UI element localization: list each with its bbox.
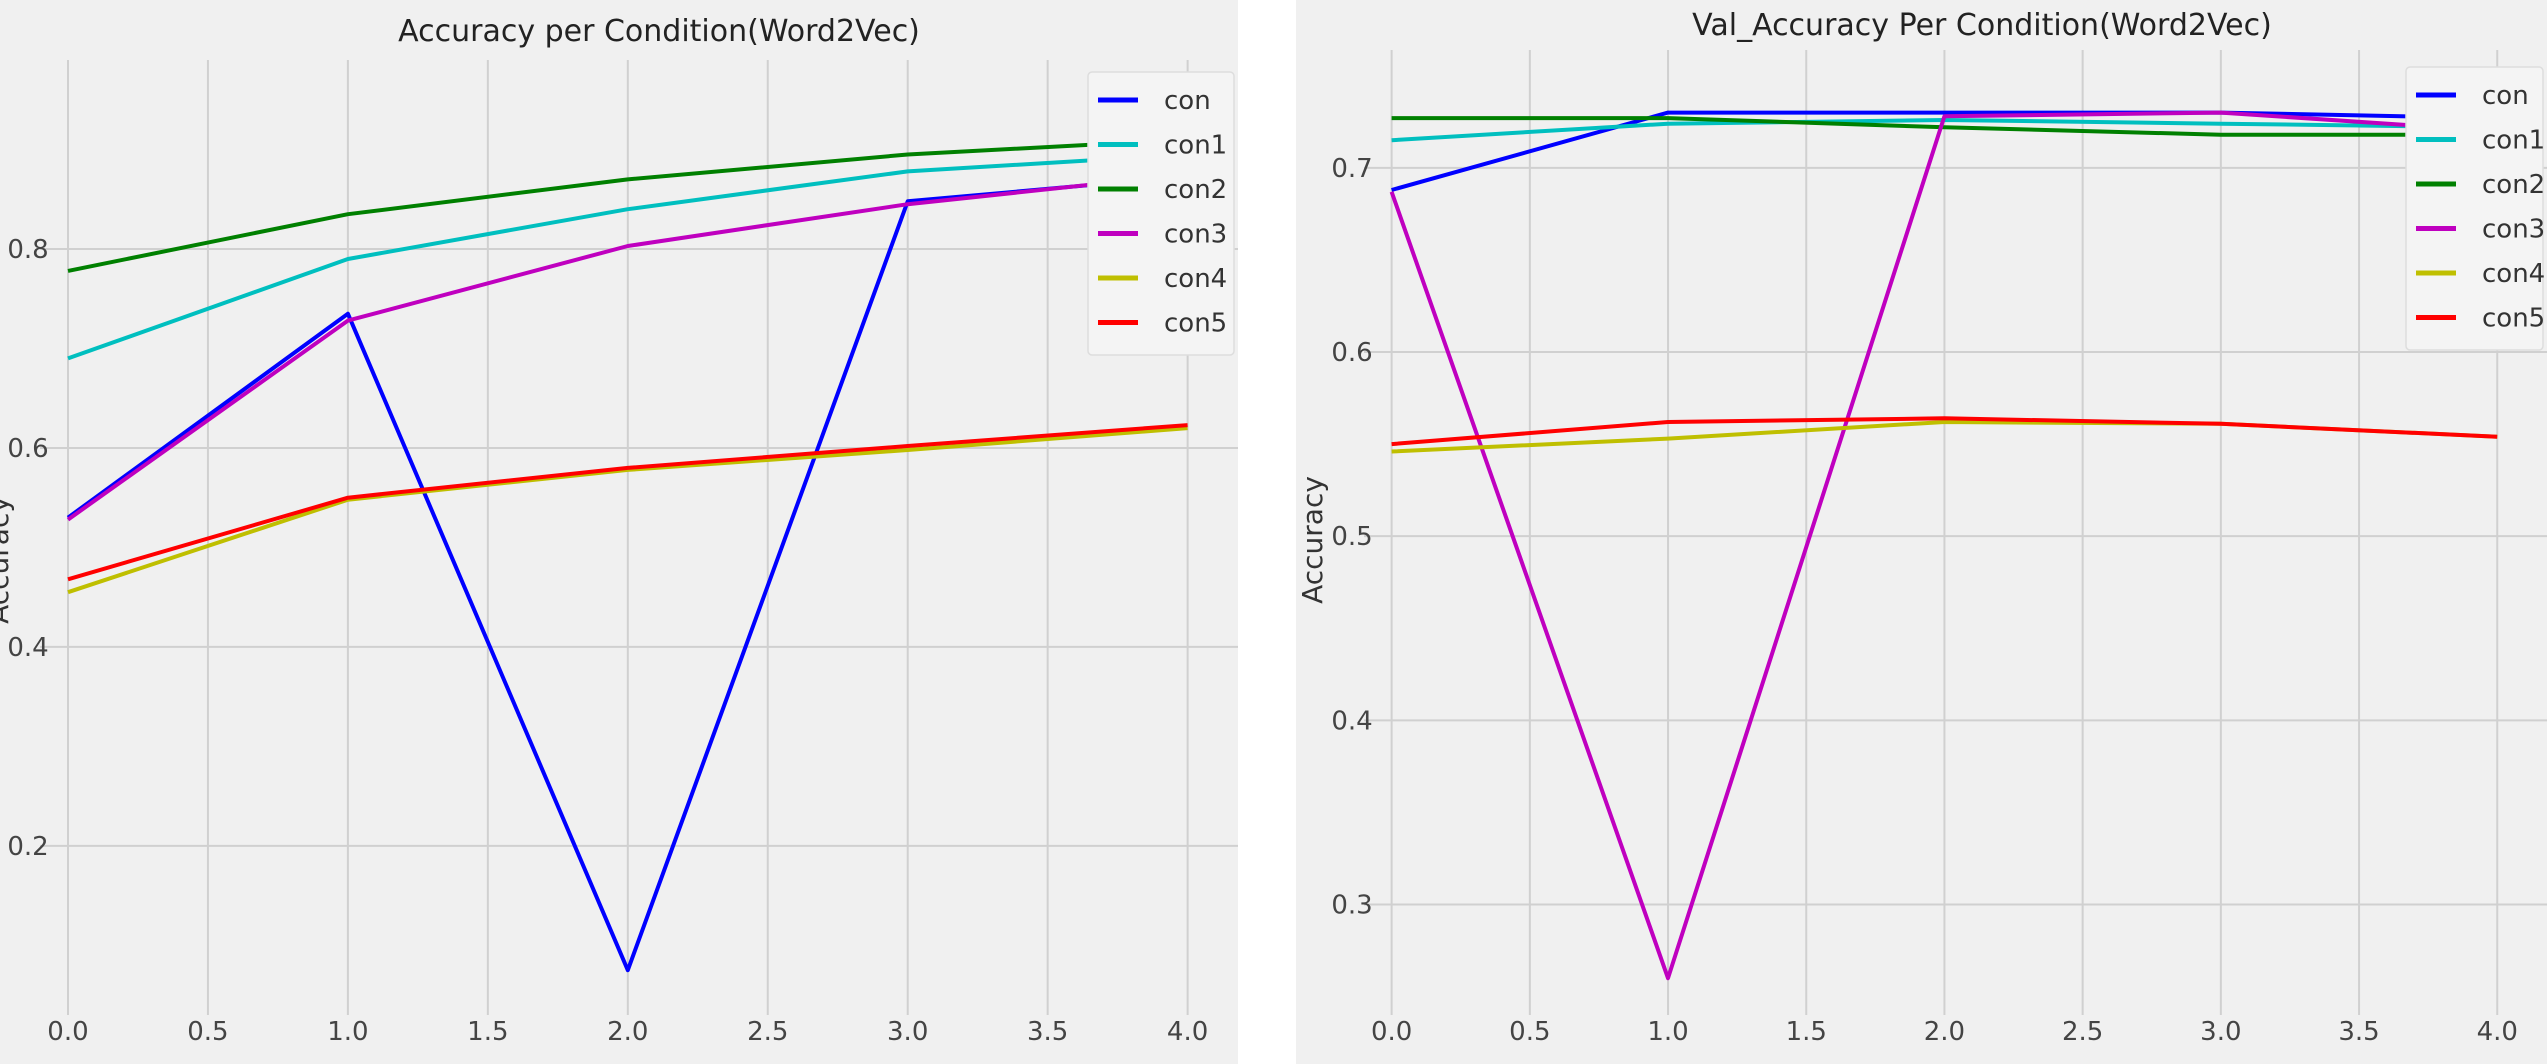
- x-tick-label: 0.5: [1509, 1017, 1550, 1047]
- x-tick-label: 0.0: [47, 1017, 88, 1047]
- series-line-con1: [67, 152, 1188, 361]
- legend-label: con4: [2482, 259, 2545, 289]
- legend-label: con: [1164, 86, 1211, 116]
- series-lines: [66, 137, 1188, 973]
- series-line-con: [1391, 110, 2498, 192]
- plot-background: [1296, 0, 2547, 1064]
- y-tick-labels: 0.3 0.4 0.5 0.6 0.7: [1331, 154, 1372, 921]
- legend-label: con3: [2482, 215, 2545, 245]
- x-tick-label: 1.5: [467, 1017, 508, 1047]
- chart-title: Accuracy per Condition(Word2Vec): [398, 14, 920, 49]
- legend-label: con1: [1164, 131, 1227, 161]
- x-tick-label: 1.0: [1647, 1017, 1688, 1047]
- x-tick-label: 1.5: [1786, 1017, 1827, 1047]
- series-lines: [1389, 110, 2498, 981]
- x-tick-label: 0.5: [187, 1017, 228, 1047]
- series-line-con5: [67, 423, 1188, 582]
- grid-lines: [1364, 50, 2547, 1015]
- legend: con con1 con2 con3 con4 con5: [2405, 66, 2545, 351]
- y-tick-label: 0.6: [1331, 338, 1372, 368]
- right-chart-panel: Val_Accuracy Per Condition(Word2Vec) Acc…: [1296, 0, 2547, 1064]
- x-tick-labels: 0.0 0.5 1.0 1.5 2.0 2.5 3.0 3.5 4.0: [47, 1017, 1208, 1047]
- x-tick-labels: 0.0 0.5 1.0 1.5 2.0 2.5 3.0 3.5 4.0: [1371, 1017, 2518, 1047]
- series-line-con2: [1391, 116, 2498, 137]
- x-tick-label: 2.0: [607, 1017, 648, 1047]
- legend-label: con2: [1164, 175, 1227, 205]
- x-tick-label: 4.0: [2477, 1017, 2518, 1047]
- series-line-con3: [1389, 110, 2498, 981]
- series-line-con5: [1391, 416, 2498, 447]
- legend-label: con5: [1164, 309, 1227, 339]
- legend: con con1 con2 con3 con4 con5: [1087, 71, 1235, 356]
- x-tick-label: 2.5: [2062, 1017, 2103, 1047]
- x-tick-label: 3.0: [887, 1017, 928, 1047]
- y-axis-label: Accuracy: [0, 496, 15, 624]
- x-tick-label: 0.0: [1371, 1017, 1412, 1047]
- plot-background: [0, 0, 1238, 1064]
- y-tick-labels: 0.2 0.4 0.6 0.8: [7, 235, 48, 862]
- y-tick-label: 0.8: [7, 235, 48, 265]
- legend-label: con5: [2482, 304, 2545, 334]
- left-chart: Accuracy per Condition(Word2Vec) Accurac…: [0, 0, 1238, 1064]
- x-tick-label: 2.0: [1924, 1017, 1965, 1047]
- x-tick-label: 3.5: [1027, 1017, 1068, 1047]
- y-tick-label: 0.6: [7, 434, 48, 464]
- y-tick-label: 0.4: [1331, 706, 1372, 736]
- left-chart-panel: Accuracy per Condition(Word2Vec) Accurac…: [0, 0, 1238, 1064]
- y-tick-label: 0.7: [1331, 154, 1372, 184]
- legend-label: con4: [1164, 264, 1227, 294]
- chart-title: Val_Accuracy Per Condition(Word2Vec): [1692, 8, 2272, 43]
- x-tick-label: 3.5: [2338, 1017, 2379, 1047]
- legend-label: con1: [2482, 126, 2545, 156]
- y-tick-label: 0.5: [1331, 522, 1372, 552]
- series-line-con2: [67, 137, 1188, 273]
- y-tick-label: 0.3: [1331, 891, 1372, 921]
- right-chart: Val_Accuracy Per Condition(Word2Vec) Acc…: [1296, 0, 2547, 1064]
- legend-label: con3: [1164, 220, 1227, 250]
- y-tick-label: 0.2: [7, 832, 48, 862]
- legend-label: con2: [2482, 170, 2545, 200]
- x-tick-label: 1.0: [327, 1017, 368, 1047]
- y-tick-label: 0.4: [7, 633, 48, 663]
- x-tick-label: 4.0: [1167, 1017, 1208, 1047]
- legend-label: con: [2482, 81, 2529, 111]
- x-tick-label: 2.5: [747, 1017, 788, 1047]
- y-axis-label: Accuracy: [1296, 476, 1329, 604]
- x-tick-label: 3.0: [2200, 1017, 2241, 1047]
- grid-lines: [40, 60, 1238, 1015]
- series-line-con3: [66, 172, 1188, 522]
